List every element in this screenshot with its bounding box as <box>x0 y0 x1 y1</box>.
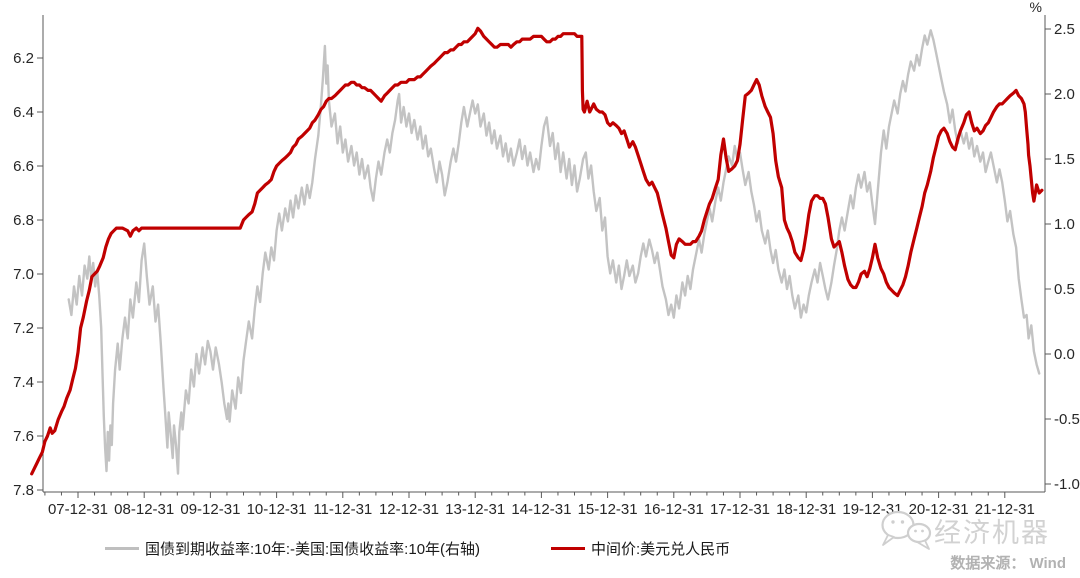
x-axis-tick-label: 13-12-31 <box>445 501 505 518</box>
x-axis-tick-label: 19-12-31 <box>842 501 902 518</box>
data-source-label: 数据来源： Wind <box>950 555 1066 572</box>
x-axis-tick-label: 10-12-31 <box>247 501 307 518</box>
x-axis-tick-label: 20-12-31 <box>909 501 969 518</box>
left-axis-tick-label: 7.2 <box>13 320 34 337</box>
right-axis-tick-label: 2.0 <box>1054 86 1075 103</box>
left-axis-tick-label: 6.8 <box>13 212 34 229</box>
right-axis-tick-label: -0.5 <box>1054 411 1080 428</box>
right-axis-tick-label: 0.0 <box>1054 346 1075 363</box>
left-axis-tick-label: 6.4 <box>13 104 34 121</box>
legend-item-usd-cny: 中间价:美元兑人民币 <box>551 538 730 558</box>
x-axis-tick-label: 11-12-31 <box>313 501 372 518</box>
left-axis-tick-label: 6.2 <box>13 50 34 67</box>
legend-item-yield-spread: 国债到期收益率:10年:-美国:国债收益率:10年(右轴) <box>105 538 480 558</box>
x-axis-tick-label: 15-12-31 <box>578 501 638 518</box>
right-axis-tick-label: 1.0 <box>1054 216 1075 233</box>
right-axis-tick-label: 2.5 <box>1054 21 1075 38</box>
left-axis-tick-label: 6.6 <box>13 158 34 175</box>
gray-line-swatch <box>105 546 139 550</box>
cn-us-10y-yield-spread-line <box>67 29 1041 475</box>
right-axis-tick-label: 1.5 <box>1054 151 1075 168</box>
wechat-icon <box>881 510 932 550</box>
x-axis-tick-label: 09-12-31 <box>180 501 240 518</box>
x-axis-tick-label: 14-12-31 <box>511 501 571 518</box>
left-axis-tick-label: 7.0 <box>13 266 34 283</box>
legend-label-usd-cny: 中间价:美元兑人民币 <box>591 540 731 558</box>
right-axis-tick-label: -1.0 <box>1054 476 1080 493</box>
watermark-text: 经济机器 <box>934 517 1050 548</box>
legend-label-yield-spread: 国债到期收益率:10年:-美国:国债收益率:10年(右轴) <box>145 540 481 558</box>
x-axis-tick-label: 08-12-31 <box>114 501 174 518</box>
red-line-swatch <box>551 546 585 550</box>
right-axis-tick-label: 0.5 <box>1054 281 1075 298</box>
usd-cny-midprice-line <box>30 26 1044 476</box>
left-axis-tick-label: 7.8 <box>13 482 34 499</box>
left-axis-tick-label: 7.4 <box>13 374 34 391</box>
watermark: 经济机器 <box>876 508 1050 552</box>
legend: 国债到期收益率:10年:-美国:国债收益率:10年(右轴) 中间价:美元兑人民币 <box>0 538 1080 560</box>
x-axis-tick-label: 07-12-31 <box>48 501 108 518</box>
x-axis-tick-label: 21-12-31 <box>975 501 1035 518</box>
right-axis-unit-label: % <box>1030 0 1042 15</box>
left-axis-tick-label: 7.6 <box>13 428 34 445</box>
x-axis-tick-label: 16-12-31 <box>644 501 704 518</box>
x-axis-tick-label: 12-12-31 <box>379 501 439 518</box>
x-axis-tick-label: 18-12-31 <box>776 501 836 518</box>
x-axis-tick-label: 17-12-31 <box>710 501 770 518</box>
